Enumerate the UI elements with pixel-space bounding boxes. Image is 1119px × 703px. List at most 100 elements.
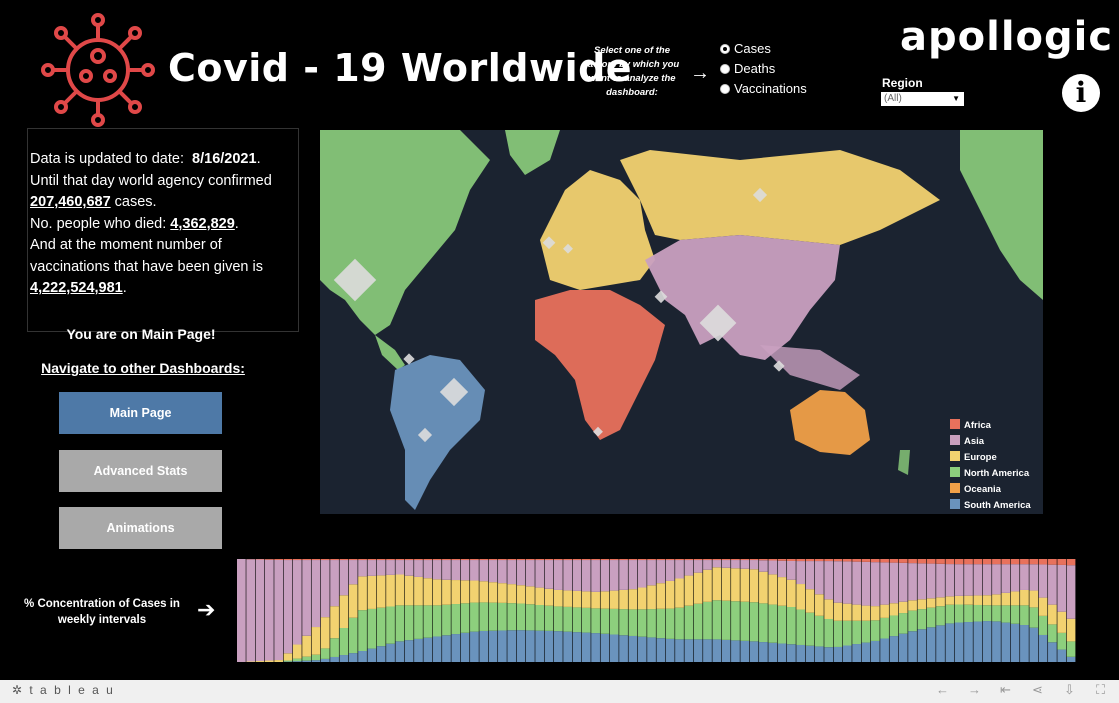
bar-segment-south-america[interactable] — [460, 632, 470, 662]
bar-segment-africa[interactable] — [292, 559, 302, 561]
bar-segment-europe[interactable] — [740, 568, 750, 602]
bar-segment-africa[interactable] — [302, 559, 311, 561]
bar-segment-europe[interactable] — [358, 576, 367, 611]
bar-segment-africa[interactable] — [619, 559, 628, 561]
bar-segment-africa[interactable] — [740, 559, 750, 561]
bar-segment-south-america[interactable] — [330, 656, 339, 662]
bar-segment-north-america[interactable] — [721, 600, 731, 640]
bar-segment-europe[interactable] — [320, 617, 330, 649]
bar-segment-south-america[interactable] — [386, 643, 395, 662]
bar-segment-asia[interactable] — [964, 564, 973, 596]
bar-segment-north-america[interactable] — [414, 605, 423, 639]
bar-segment-africa[interactable] — [600, 559, 610, 561]
bar-segment-europe[interactable] — [451, 580, 461, 605]
bar-segment-africa[interactable] — [852, 559, 861, 562]
bar-segment-asia[interactable] — [386, 560, 395, 575]
bar-segment-africa[interactable] — [311, 559, 321, 561]
bar-segment-south-america[interactable] — [647, 637, 656, 662]
bar-segment-europe[interactable] — [787, 579, 796, 608]
bar-segment-asia[interactable] — [311, 560, 321, 628]
bar-segment-south-america[interactable] — [553, 631, 563, 662]
bar-segment-africa[interactable] — [675, 559, 684, 561]
bar-segment-asia[interactable] — [302, 560, 311, 636]
bar-segment-africa[interactable] — [684, 559, 694, 561]
bar-segment-south-america[interactable] — [1029, 627, 1039, 662]
bar-segment-south-america[interactable] — [777, 643, 787, 662]
bar-segment-africa[interactable] — [470, 559, 479, 561]
bar-segment-africa[interactable] — [367, 559, 377, 561]
bar-segment-asia[interactable] — [274, 559, 284, 661]
bar-segment-north-america[interactable] — [712, 600, 722, 640]
bar-segment-africa[interactable] — [1001, 559, 1011, 565]
bar-segment-asia[interactable] — [703, 560, 712, 570]
bar-segment-north-america[interactable] — [619, 609, 628, 636]
bar-segment-north-america[interactable] — [302, 656, 311, 661]
bar-segment-south-america[interactable] — [964, 622, 973, 662]
bar-segment-africa[interactable] — [1038, 559, 1048, 565]
bar-segment-europe[interactable] — [936, 597, 945, 607]
bar-segment-south-america[interactable] — [712, 639, 722, 662]
bar-segment-north-america[interactable] — [740, 601, 750, 641]
bar-segment-south-america[interactable] — [721, 639, 731, 662]
bar-segment-europe[interactable] — [1066, 618, 1076, 642]
bar-segment-africa[interactable] — [516, 559, 526, 561]
bar-segment-south-america[interactable] — [348, 653, 358, 662]
bar-segment-europe[interactable] — [572, 590, 582, 608]
bar-segment-south-america[interactable] — [600, 633, 610, 662]
bar-segment-africa[interactable] — [535, 559, 545, 561]
bar-segment-south-america[interactable] — [731, 640, 740, 662]
bar-segment-asia[interactable] — [833, 561, 843, 603]
undo-icon[interactable]: ← — [936, 682, 949, 697]
bar-segment-africa[interactable] — [917, 559, 927, 564]
bar-segment-north-america[interactable] — [665, 608, 675, 639]
bar-segment-africa[interactable] — [423, 559, 433, 561]
bar-segment-africa[interactable] — [553, 559, 563, 561]
bar-segment-africa[interactable] — [889, 559, 899, 563]
bar-segment-north-america[interactable] — [861, 620, 871, 643]
bar-segment-africa[interactable] — [628, 559, 638, 561]
bar-segment-south-america[interactable] — [805, 645, 815, 662]
bar-segment-asia[interactable] — [451, 560, 461, 581]
bar-segment-north-america[interactable] — [572, 607, 582, 633]
revert-icon[interactable]: ⇤ — [1000, 682, 1011, 697]
bar-segment-europe[interactable] — [852, 604, 861, 621]
bar-segment-asia[interactable] — [1029, 564, 1039, 591]
bar-segment-north-america[interactable] — [432, 605, 442, 637]
bar-segment-africa[interactable] — [796, 559, 806, 562]
bar-segment-africa[interactable] — [842, 559, 852, 562]
bar-segment-europe[interactable] — [647, 585, 656, 610]
bar-segment-south-america[interactable] — [581, 632, 591, 662]
animations-button[interactable]: Animations — [59, 507, 222, 549]
bar-segment-south-america[interactable] — [982, 621, 992, 662]
bar-segment-europe[interactable] — [311, 627, 321, 655]
bar-segment-europe[interactable] — [992, 594, 1001, 606]
bar-segment-asia[interactable] — [479, 560, 489, 582]
bar-segment-north-america[interactable] — [833, 620, 843, 647]
bar-segment-north-america[interactable] — [451, 604, 461, 635]
bar-segment-south-america[interactable] — [861, 642, 871, 662]
bar-segment-asia[interactable] — [404, 560, 414, 576]
bar-segment-europe[interactable] — [292, 644, 302, 659]
bar-segment-europe[interactable] — [591, 591, 600, 609]
bar-segment-south-america[interactable] — [675, 639, 684, 662]
bar-segment-north-america[interactable] — [898, 613, 908, 634]
bar-segment-africa[interactable] — [1029, 559, 1039, 565]
bar-segment-north-america[interactable] — [731, 601, 740, 641]
bar-segment-africa[interactable] — [637, 559, 647, 561]
bar-segment-north-america[interactable] — [563, 606, 572, 632]
bar-segment-south-america[interactable] — [1048, 642, 1057, 662]
bar-segment-asia[interactable] — [367, 560, 377, 576]
bar-segment-africa[interactable] — [320, 559, 330, 561]
bar-segment-north-america[interactable] — [591, 608, 600, 634]
bar-segment-asia[interactable] — [973, 564, 983, 596]
bar-segment-south-america[interactable] — [404, 640, 414, 662]
bar-segment-europe[interactable] — [973, 595, 983, 605]
bar-segment-asia[interactable] — [712, 560, 722, 568]
bar-segment-south-america[interactable] — [479, 630, 489, 662]
bar-segment-africa[interactable] — [749, 559, 759, 561]
bar-segment-north-america[interactable] — [954, 604, 964, 623]
bar-segment-europe[interactable] — [525, 586, 535, 605]
bar-segment-europe[interactable] — [712, 567, 722, 601]
bar-segment-north-america[interactable] — [367, 608, 377, 649]
bar-segment-south-america[interactable] — [665, 638, 675, 662]
